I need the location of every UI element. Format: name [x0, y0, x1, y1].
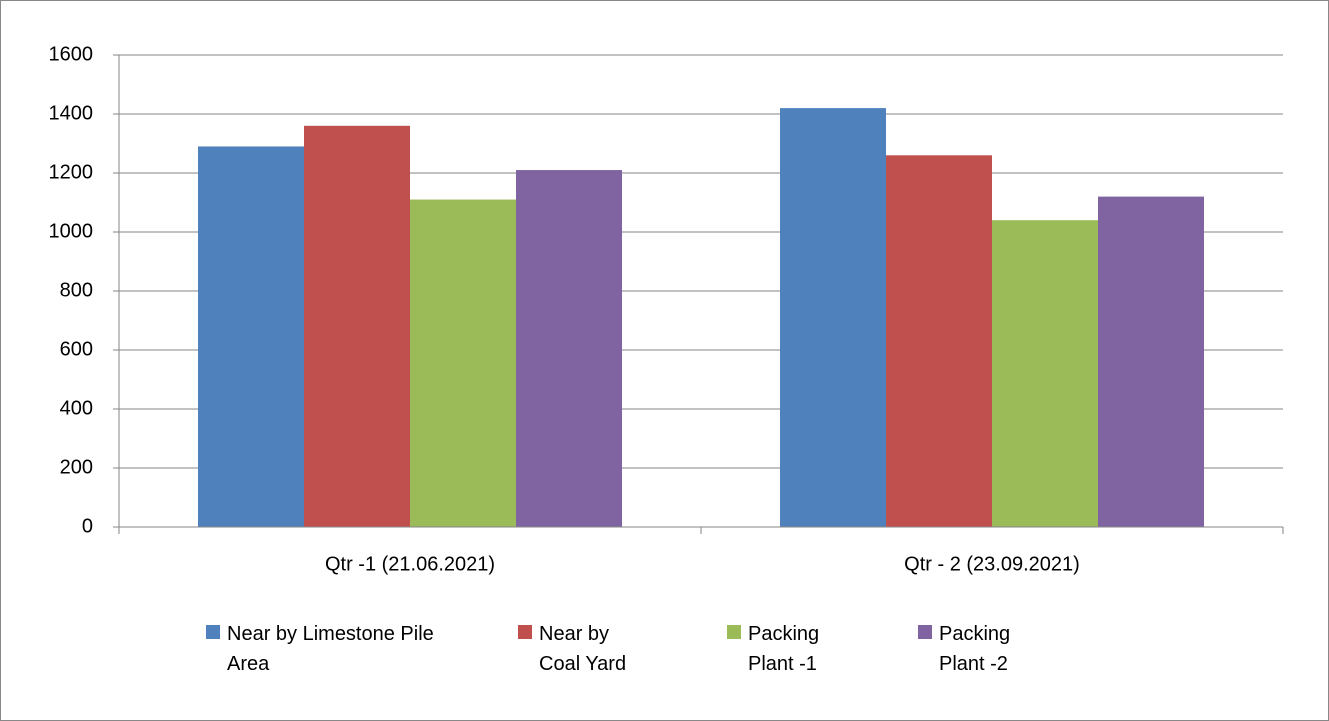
bar [992, 220, 1098, 527]
y-tick-label: 1600 [49, 43, 94, 65]
bar [198, 146, 304, 527]
legend-label: Near by Coal Yard [539, 623, 627, 675]
legend-swatch [918, 625, 932, 639]
legend-swatch [727, 625, 741, 639]
y-tick-label: 1200 [49, 161, 94, 183]
legend-label: Packing Plant -2 [939, 623, 1011, 675]
bar [886, 155, 992, 528]
bar [410, 199, 516, 528]
x-tick-label: Qtr -1 (21.06.2021) [325, 553, 495, 575]
y-tick-label: 0 [82, 515, 93, 537]
y-tick-label: 600 [60, 338, 93, 360]
y-tick-label: 1400 [49, 102, 94, 124]
bar [1098, 196, 1204, 527]
y-tick-label: 800 [60, 279, 93, 301]
x-tick-label: Qtr - 2 (23.09.2021) [904, 553, 1080, 575]
legend-swatch [518, 625, 532, 639]
legend-label: Packing Plant -1 [748, 623, 820, 675]
bar [780, 108, 886, 527]
bar [304, 125, 410, 528]
y-tick-label: 200 [60, 456, 93, 478]
legend-label: Near by Limestone Pile Area [227, 623, 434, 675]
bar [516, 170, 622, 528]
y-tick-label: 400 [60, 397, 93, 419]
y-tick-label: 1000 [49, 220, 94, 242]
legend-swatch [206, 625, 220, 639]
